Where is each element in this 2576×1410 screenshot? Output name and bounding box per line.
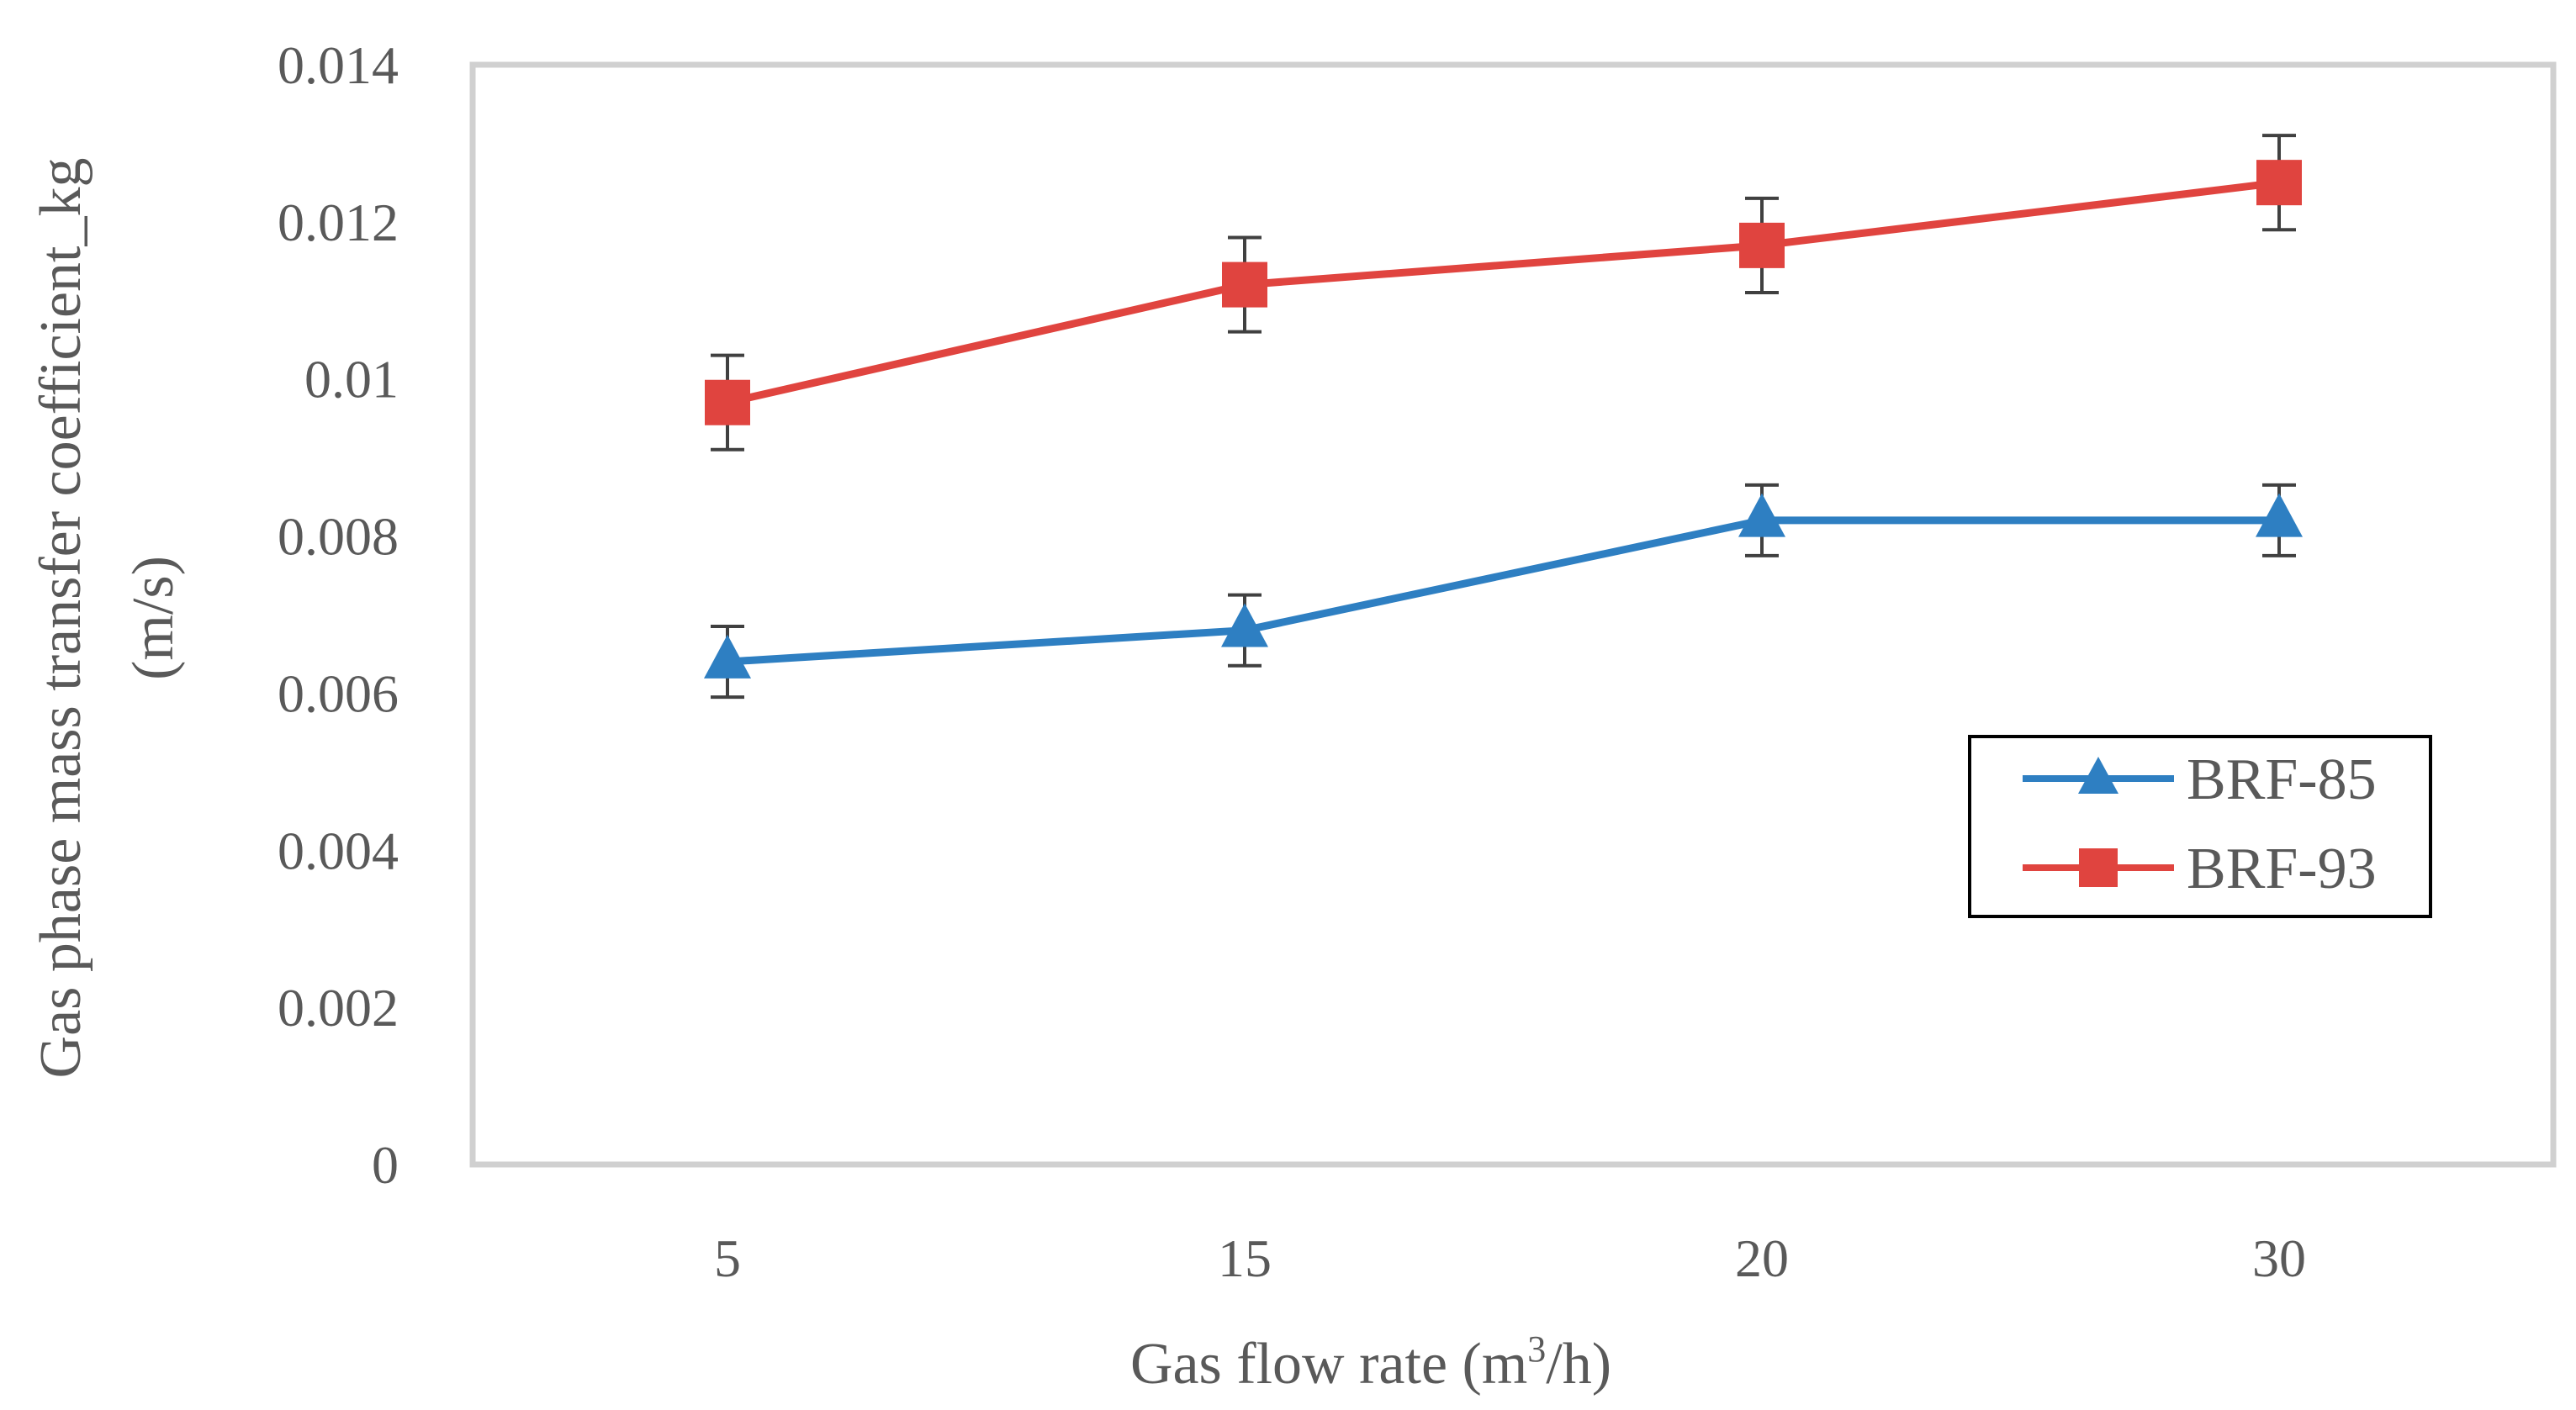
y-tick-label: 0.014: [278, 35, 399, 95]
legend-marker-brf-93: [2079, 848, 2118, 887]
x-tick-label: 5: [714, 1228, 741, 1288]
data-point-brf-85: [1221, 603, 1268, 647]
y-axis-title-line2: (m/s): [121, 556, 186, 680]
data-point-brf-93: [1222, 261, 1267, 308]
data-point-brf-93: [1739, 222, 1785, 268]
legend: BRF-85 BRF-93: [1968, 735, 2432, 918]
data-point-brf-85: [1738, 493, 1785, 537]
y-axis-title-line1: Gas phase mass transfer coefficient_kg: [29, 158, 93, 1079]
x-tick-label: 15: [1218, 1228, 1272, 1288]
y-tick-label: 0.01: [304, 350, 399, 409]
legend-label-brf-93: BRF-93: [2187, 837, 2377, 901]
y-tick-label: 0.008: [278, 507, 399, 567]
x-axis-title-superscript: 3: [1527, 1328, 1546, 1370]
y-tick-label: 0.006: [278, 663, 399, 723]
y-axis-ticks: 0 0.002 0.004 0.006 0.008 0.01 0.012 0.014: [278, 35, 399, 1195]
data-point-brf-93: [2256, 160, 2302, 206]
data-point-brf-93: [705, 379, 750, 425]
x-axis-ticks: 5 15 20 30: [714, 1228, 2306, 1288]
series-layer: [704, 134, 2303, 700]
series-line-brf-85: [727, 516, 2279, 666]
legend-label-brf-85: BRF-85: [2187, 747, 2377, 812]
legend-marker-brf-85: [2078, 757, 2118, 794]
data-point-brf-85: [704, 634, 751, 679]
series-line-brf-93: [727, 178, 2280, 407]
data-point-brf-85: [2256, 493, 2303, 537]
y-tick-label: 0: [372, 1135, 399, 1195]
y-tick-label: 0.004: [278, 821, 399, 880]
plot-area-frame: [469, 61, 2557, 1168]
y-tick-label: 0.002: [278, 978, 399, 1038]
legend-box: [1968, 735, 2432, 918]
y-tick-label: 0.012: [278, 193, 399, 252]
x-tick-label: 20: [1735, 1228, 1789, 1288]
x-tick-label: 30: [2252, 1228, 2306, 1288]
x-axis-title: Gas flow rate (m3/h): [1130, 1328, 1611, 1397]
